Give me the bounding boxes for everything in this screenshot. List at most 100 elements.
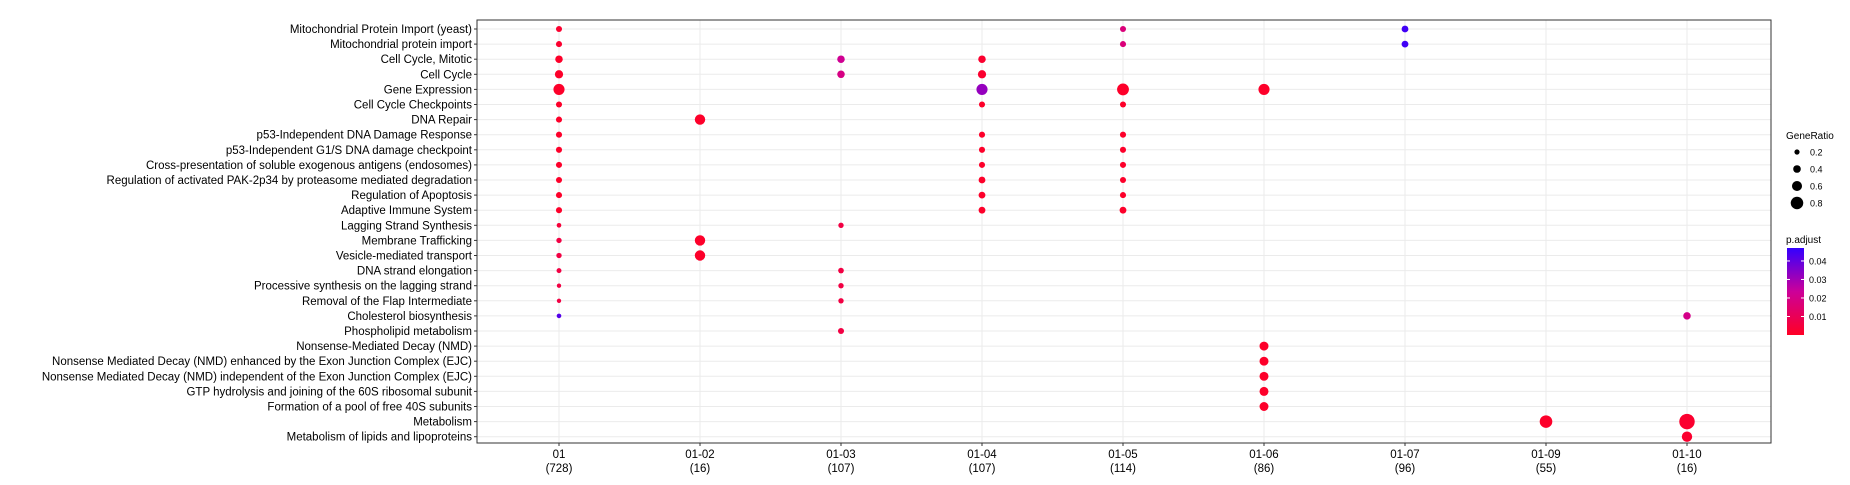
data-point: [837, 55, 845, 63]
plot-border: [476, 19, 1772, 444]
data-point: [1259, 356, 1269, 366]
x-tick-label: 01-07: [1390, 449, 1419, 461]
x-tick-label: 01-09: [1531, 449, 1560, 461]
data-point: [976, 83, 988, 95]
data-point: [978, 176, 986, 184]
data-point: [556, 298, 562, 303]
color-legend-label: 0.01: [1809, 312, 1827, 322]
size-legend-key: [1791, 180, 1803, 192]
x-tick-label: 01-06: [1249, 449, 1278, 461]
data-point: [555, 161, 563, 168]
y-tick-label: Adaptive Immune System: [341, 205, 472, 217]
data-point: [838, 283, 844, 289]
x-tick-count-label: (16): [1677, 463, 1698, 475]
data-point: [977, 70, 987, 79]
data-point: [1259, 402, 1269, 411]
data-point: [556, 222, 562, 228]
data-point: [838, 222, 844, 228]
data-point: [838, 267, 844, 274]
y-tick-label: DNA Repair: [411, 115, 472, 127]
data-point: [694, 114, 706, 125]
data-point: [1259, 341, 1269, 351]
data-point: [555, 146, 563, 153]
data-point: [1119, 101, 1127, 108]
data-point: [837, 70, 845, 79]
data-point: [1119, 192, 1127, 199]
y-tick-label: Cross-presentation of soluble exogenous …: [146, 160, 472, 172]
y-tick-label: Mitochondrial protein import: [330, 39, 473, 51]
data-point: [1119, 176, 1127, 184]
x-tick-count-label: (728): [546, 463, 573, 475]
data-point: [1683, 312, 1691, 320]
data-point: [556, 268, 562, 274]
data-point: [837, 327, 845, 335]
y-tick-label: Mitochondrial Protein Import (yeast): [290, 24, 472, 36]
y-tick-label: Gene Expression: [384, 84, 472, 96]
x-tick-count-label: (107): [969, 463, 996, 475]
data-point: [555, 192, 563, 199]
x-tick-label: 01-10: [1672, 449, 1701, 461]
size-legend-key: [1794, 149, 1800, 155]
y-tick-label: Cell Cycle, Mitotic: [381, 54, 473, 66]
data-point: [694, 235, 706, 246]
x-tick-label: 01-02: [685, 449, 714, 461]
data-point: [556, 237, 562, 244]
y-tick-label: Metabolism: [413, 417, 472, 429]
data-point: [555, 207, 563, 214]
data-point: [838, 298, 844, 304]
data-point: [1539, 415, 1553, 428]
data-point: [555, 176, 563, 184]
data-point: [553, 83, 565, 95]
size-legend-label: 0.2: [1810, 148, 1823, 158]
y-tick-label: p53-Independent DNA Damage Response: [257, 130, 472, 142]
x-tick-label: 01: [553, 449, 566, 461]
x-tick-count-label: (55): [1536, 463, 1557, 475]
data-point: [1401, 25, 1409, 33]
data-point: [556, 283, 562, 288]
size-legend-label: 0.6: [1810, 182, 1823, 192]
y-tick-label: Cholesterol biosynthesis: [347, 311, 472, 323]
y-tick-label: GTP hydrolysis and joining of the 60S ri…: [186, 386, 472, 398]
data-point: [1119, 131, 1127, 138]
data-point: [694, 250, 706, 261]
y-tick-label: Regulation of Apoptosis: [351, 190, 472, 202]
size-legend-key: [1793, 165, 1801, 173]
data-point: [1119, 41, 1127, 48]
y-tick-label: Nonsense-Mediated Decay (NMD): [296, 341, 472, 353]
x-tick-count-label: (16): [690, 463, 711, 475]
data-point: [555, 55, 563, 63]
color-legend-label: 0.03: [1809, 275, 1827, 285]
y-tick-label: Lagging Strand Synthesis: [341, 220, 472, 232]
size-legend-label: 0.4: [1810, 165, 1823, 175]
data-point: [1259, 386, 1269, 396]
data-point: [978, 131, 986, 138]
data-point: [1119, 206, 1127, 214]
data-point: [555, 101, 563, 108]
data-point: [1259, 371, 1269, 381]
y-tick-label: Metabolism of lipids and lipoproteins: [287, 432, 473, 444]
data-point: [978, 161, 986, 168]
data-point: [1119, 25, 1127, 33]
y-tick-label: Nonsense Mediated Decay (NMD) independen…: [42, 371, 472, 383]
color-legend-label: 0.04: [1809, 256, 1827, 266]
data-point: [1679, 413, 1695, 430]
data-point: [1401, 40, 1409, 48]
data-point: [555, 116, 563, 123]
size-legend-label: 0.8: [1810, 199, 1823, 209]
color-legend-title: p.adjust: [1786, 235, 1821, 246]
x-tick-label: 01-04: [967, 449, 997, 461]
plot-panel: [477, 20, 1771, 443]
size-legend-key: [1790, 196, 1804, 210]
data-point: [1119, 146, 1127, 153]
x-tick-count-label: (114): [1110, 463, 1136, 475]
x-tick-count-label: (86): [1254, 463, 1275, 475]
data-point: [1117, 83, 1129, 96]
y-tick-label: Membrane Trafficking: [362, 235, 472, 247]
y-tick-label: Nonsense Mediated Decay (NMD) enhanced b…: [52, 356, 472, 368]
data-point: [555, 25, 563, 33]
data-point: [556, 252, 562, 259]
color-legend-label: 0.02: [1809, 293, 1827, 303]
data-point: [978, 206, 986, 214]
